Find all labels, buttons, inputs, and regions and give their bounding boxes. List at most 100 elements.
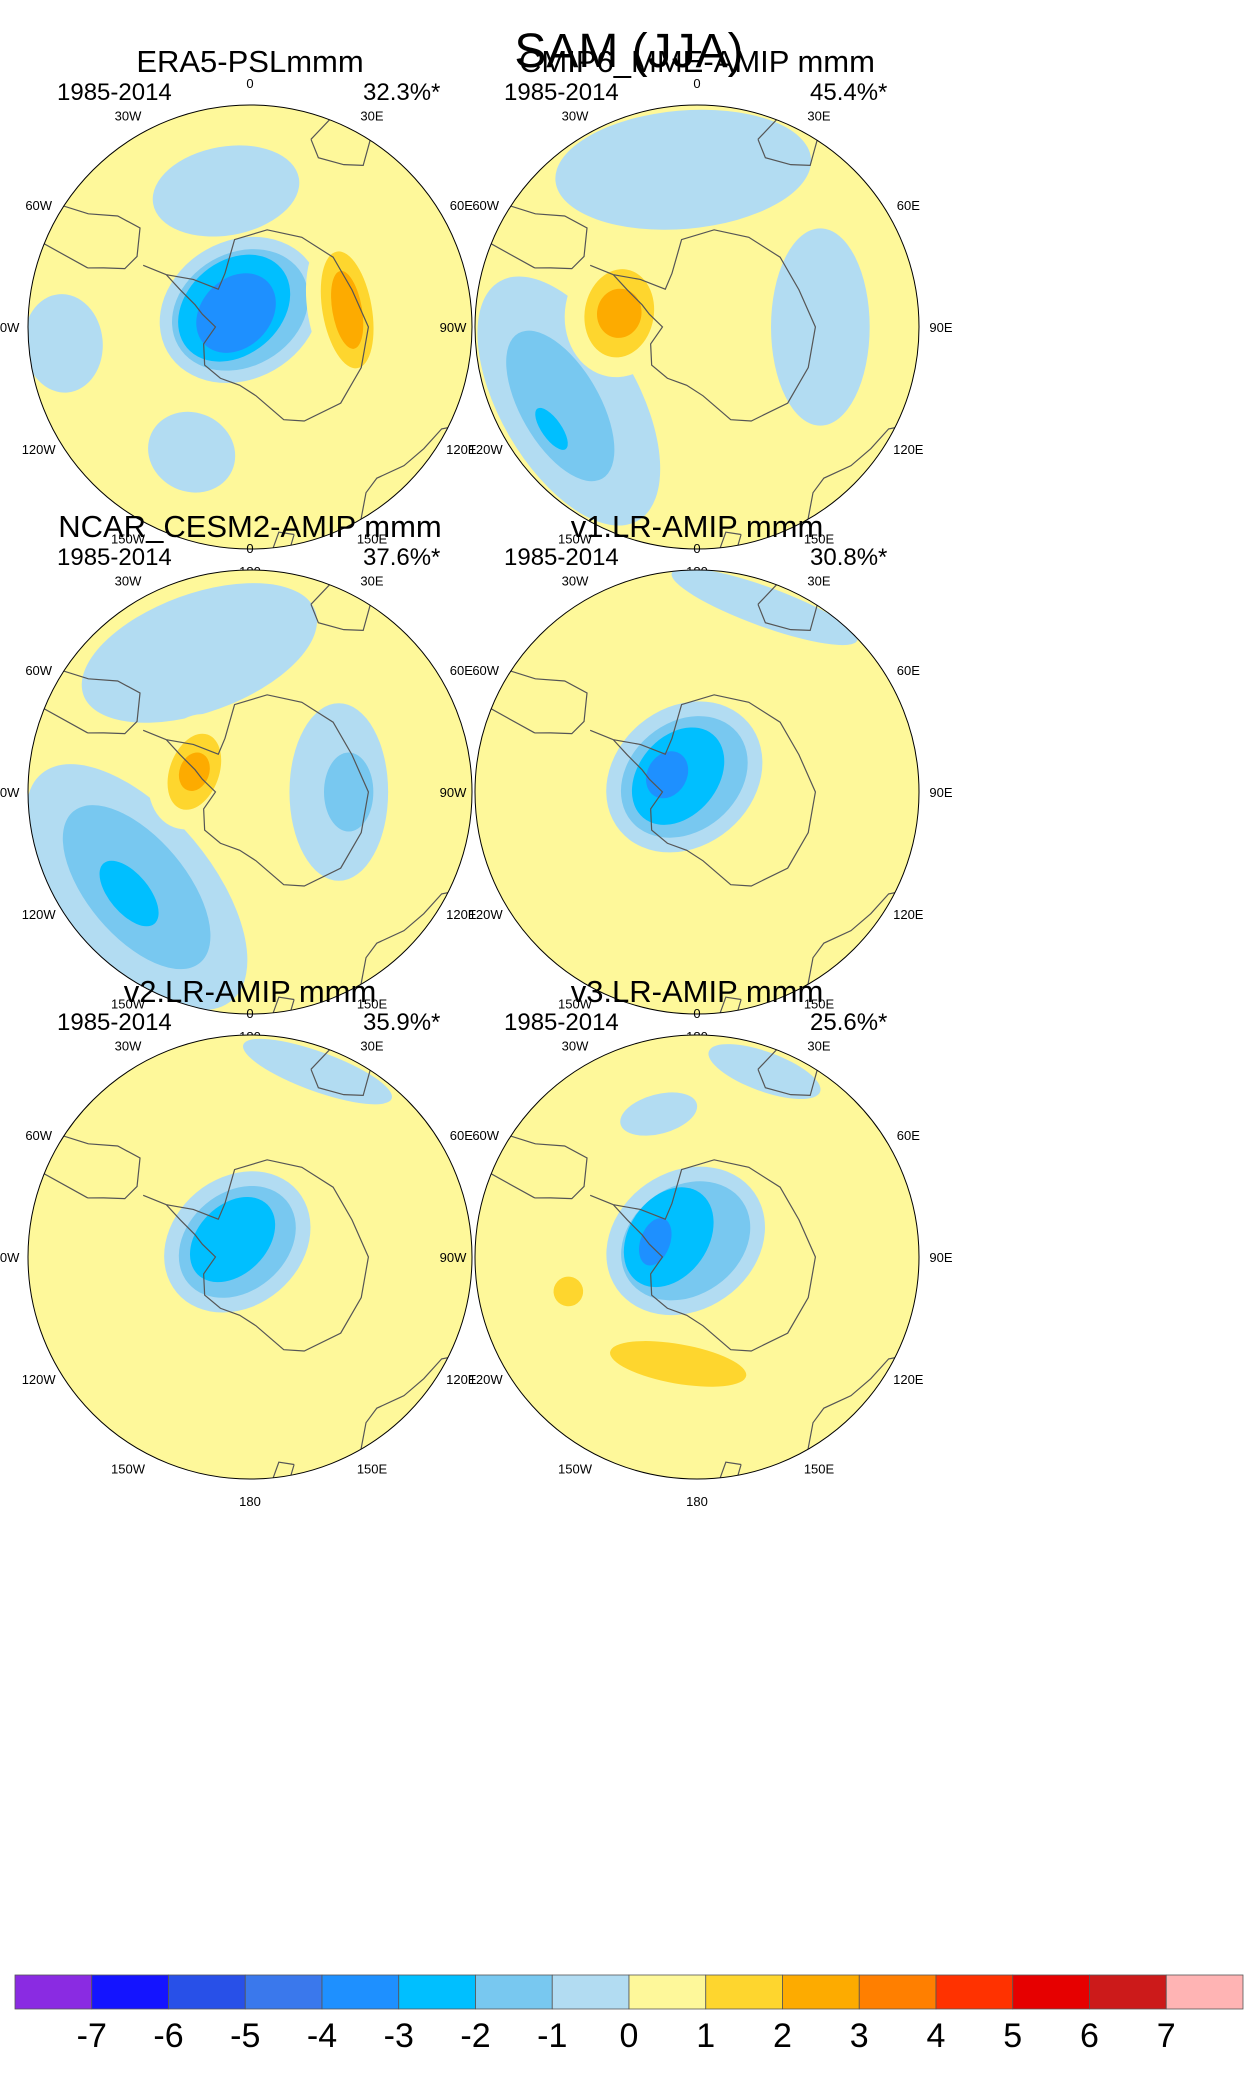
coastline <box>28 1135 141 1200</box>
map-border <box>474 569 920 1015</box>
lon-label: 150W <box>111 996 146 1011</box>
lon-label: 120E <box>893 442 924 457</box>
lon-label: 120E <box>446 907 477 922</box>
lon-label: 120W <box>469 907 504 922</box>
lon-label: 120W <box>469 1372 504 1387</box>
lon-label: 60W <box>472 198 499 213</box>
colorbar-label: -3 <box>384 2017 414 2055</box>
anomaly-contour-1 <box>104 1261 120 1277</box>
lon-label: 0 <box>246 76 253 91</box>
anomaly-contour-1 <box>218 400 298 431</box>
lon-label: 30W <box>115 1039 142 1054</box>
panel-title: v1.LR-AMIP mmm <box>571 509 824 544</box>
anomaly-contour-2 <box>553 1276 584 1307</box>
lon-label: 120E <box>893 907 924 922</box>
lon-label: 30W <box>562 1039 589 1054</box>
variance-label: 45.4%* <box>810 79 887 106</box>
lon-label: 0 <box>246 1006 253 1021</box>
anomaly-contour-1 <box>538 857 772 959</box>
anomaly-contour--3 <box>99 860 159 927</box>
colorbar-label: 4 <box>927 2017 946 2055</box>
lon-label: 30W <box>115 109 142 124</box>
lon-label: 0 <box>693 1006 700 1021</box>
anomaly-contour--1 <box>148 411 236 493</box>
colorbar-label: -1 <box>537 2017 567 2055</box>
lon-label: 30E <box>360 1039 383 1054</box>
panel-title: v3.LR-AMIP mmm <box>571 974 824 1009</box>
figure-title: SAM (JJA) <box>514 25 744 78</box>
lon-label: 120E <box>446 442 477 457</box>
anomaly-contour--4 <box>639 1218 672 1266</box>
colorbar-label: -2 <box>460 2017 490 2055</box>
lon-label: 150W <box>111 1461 146 1476</box>
anomaly-contour--1 <box>555 109 812 230</box>
anomaly-contour--1 <box>243 1038 392 1105</box>
variance-label: 35.9%* <box>363 1009 440 1036</box>
lon-label: 0 <box>693 541 700 556</box>
lon-label: 60E <box>897 198 920 213</box>
lon-label: 150W <box>111 531 146 546</box>
anomaly-contour--1 <box>620 1092 698 1136</box>
colorbar-swatch <box>551 1974 630 2010</box>
map-border <box>27 104 473 550</box>
colorbar-label: 6 <box>1080 2017 1099 2055</box>
lon-label: 90E <box>929 785 952 800</box>
lon-label: 30W <box>562 574 589 589</box>
colorbar: -7 -6 -5 -4 -3 -2 -1 0 1 2 3 4 5 6 7 <box>14 1974 1244 2055</box>
lon-label: 0 <box>246 541 253 556</box>
colorbar-label: -7 <box>77 2017 107 2055</box>
lon-label: 90W <box>440 1250 467 1265</box>
anomaly-contour-1 <box>227 1207 409 1422</box>
coastline <box>705 531 742 549</box>
colorbar-swatch <box>475 1974 553 2010</box>
map-border <box>474 1034 920 1480</box>
colorbar-label: 2 <box>773 2017 792 2055</box>
lon-label: 90W <box>0 785 20 800</box>
lon-label: 90W <box>440 785 467 800</box>
anomaly-contour-1 <box>777 714 831 832</box>
coastline <box>142 1159 370 1352</box>
lon-label: 120W <box>22 907 57 922</box>
lon-label: 60E <box>897 1128 920 1143</box>
variance-label: 37.6%* <box>363 544 440 571</box>
lon-label: 90E <box>929 320 952 335</box>
anomaly-contour--1 <box>28 294 103 393</box>
anomaly-contour--3 <box>189 1196 276 1283</box>
coastline <box>475 1135 588 1200</box>
period-label: 1985-2014 <box>57 544 172 571</box>
colorbar-label: 0 <box>620 2017 639 2055</box>
lon-label: 60E <box>450 198 473 213</box>
anomaly-contour--1 <box>770 228 870 426</box>
lon-label: 90W <box>0 1250 20 1265</box>
colorbar-label: -5 <box>230 2017 260 2055</box>
coastline <box>589 694 817 887</box>
anomaly-contour-3 <box>596 288 642 338</box>
colorbar-label: 3 <box>850 2017 869 2055</box>
lon-label: 120E <box>893 1372 924 1387</box>
lon-label: 60W <box>25 663 52 678</box>
lon-label: 60W <box>25 198 52 213</box>
colorbar-label: 7 <box>1157 2017 1176 2055</box>
lon-label: 60W <box>472 1128 499 1143</box>
lon-label: 90W <box>440 320 467 335</box>
coastline <box>28 205 141 270</box>
anomaly-contour--4 <box>196 273 276 353</box>
variance-label: 25.6%* <box>810 1009 887 1036</box>
coastline <box>258 1461 295 1479</box>
sam-field <box>475 1035 919 1479</box>
lon-label: 150W <box>558 1461 593 1476</box>
coastline <box>28 670 141 735</box>
lon-label: 120W <box>22 1372 57 1387</box>
coastline <box>258 531 295 549</box>
period-label: 1985-2014 <box>504 79 619 106</box>
variance-label: 30.8%* <box>810 544 887 571</box>
lon-label: 90E <box>929 1250 952 1265</box>
lon-label: 150W <box>558 996 593 1011</box>
lon-label: 150W <box>558 531 593 546</box>
period-label: 1985-2014 <box>57 79 172 106</box>
lon-label: 120E <box>446 1372 477 1387</box>
colorbar-swatch <box>935 1974 1014 2010</box>
